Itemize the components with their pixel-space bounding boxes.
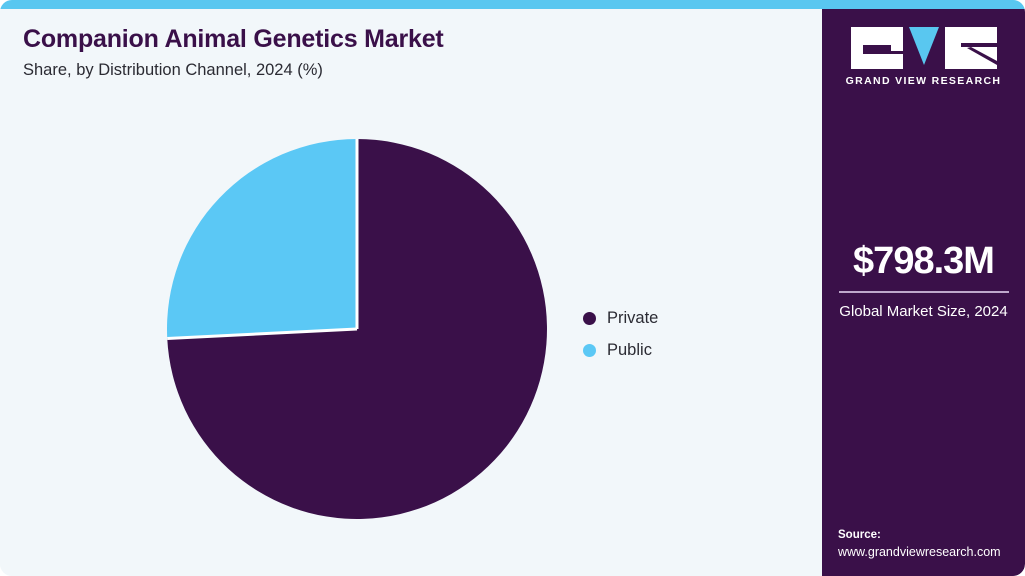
pie-chart-svg	[166, 139, 547, 519]
top-accent-bar	[0, 0, 1025, 9]
market-size-stat: $798.3M Global Market Size, 2024	[822, 242, 1025, 321]
page-subtitle: Share, by Distribution Channel, 2024 (%)	[23, 60, 323, 79]
source-label: Source:	[838, 528, 881, 541]
chart-main-area: Companion Animal Genetics Market Share, …	[0, 9, 822, 576]
page-title: Companion Animal Genetics Market	[23, 25, 444, 53]
chart-legend: Private Public	[583, 309, 658, 359]
gvr-logo-icon	[850, 27, 997, 69]
pie-slice-separators	[167, 139, 359, 341]
legend-item-private[interactable]: Private	[583, 309, 658, 327]
legend-label-private: Private	[607, 308, 659, 327]
brand-wordmark: GRAND VIEW RESEARCH	[845, 75, 1002, 87]
stat-caption: Global Market Size, 2024	[839, 303, 1008, 320]
brand-logo: GRAND VIEW RESEARCH	[822, 27, 1025, 87]
source-url[interactable]: www.grandviewresearch.com	[838, 544, 1001, 559]
legend-label-public: Public	[607, 340, 652, 359]
brand-side-panel: GRAND VIEW RESEARCH $798.3M Global Marke…	[822, 9, 1025, 576]
source-block: Source: www.grandviewresearch.com	[838, 527, 1025, 561]
pie-slice-public[interactable]	[166, 139, 357, 339]
legend-swatch-private-icon	[583, 311, 596, 325]
stat-value: $798.3M	[853, 240, 995, 282]
legend-swatch-public-icon	[583, 343, 596, 357]
legend-item-public[interactable]: Public	[583, 341, 658, 359]
stat-divider	[838, 291, 1009, 293]
pie-chart	[166, 138, 548, 520]
title-block: Companion Animal Genetics Market Share, …	[23, 25, 783, 81]
